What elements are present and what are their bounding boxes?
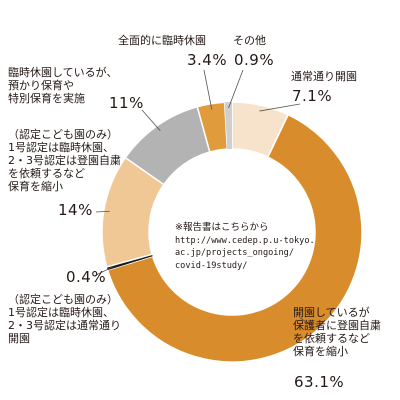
leader-zenmen — [203, 69, 213, 110]
label-azukari-line-2: 預かり保育や — [8, 79, 74, 92]
label-kodomo1-line-2: 1号認定は臨時休園、 — [8, 306, 114, 319]
pct-tsujo: 7.1% — [292, 87, 333, 105]
leader-kodomo1 — [93, 266, 114, 277]
slice-zenmen — [196, 101, 229, 153]
leader-sonota — [228, 69, 244, 109]
label-kodomo2-line-5: 保育を縮小 — [8, 180, 63, 193]
label-zenmen-line: 全面的に臨時休園 — [118, 34, 206, 47]
slice-kodomo1 — [106, 254, 153, 271]
label-kodomo2-line-1: （認定こども園のみ） — [8, 128, 118, 141]
leader-azukari — [141, 109, 161, 132]
label-shukusho-line-2: 保護者に登園自粛 — [293, 319, 381, 332]
label-kodomo2-line-4: を依頼するなど — [8, 167, 85, 180]
leader-kodomo2 — [95, 210, 110, 213]
label-sonota: その他 — [233, 34, 266, 47]
label-shukusho-line-3: を依頼するなど — [293, 332, 370, 345]
label-tsujo-line: 通常通り開園 — [291, 70, 357, 83]
label-zenmen: 全面的に臨時休園 — [118, 34, 206, 47]
report-url-line-3[interactable]: covid-19study/ — [175, 260, 248, 271]
label-kodomo1-line-3: 2・3号認定は通常通り — [8, 319, 121, 332]
label-kodomo2-line-2: 1号認定は臨時休園、 — [8, 141, 114, 154]
report-note: ※報告書はこちらから http://www.cedep.p.u-tokyo. a… — [175, 222, 315, 272]
slice-shukusho — [106, 113, 363, 363]
label-shukusho: 開園しているが 保護者に登園自粛 を依頼するなど 保育を縮小 — [293, 306, 381, 358]
pct-sonota: 0.9% — [234, 51, 275, 69]
label-kodomo2-line-3: 2・3号認定は登園自粛 — [8, 154, 121, 167]
report-url-line-2[interactable]: ac.jp/projects_ongoing/ — [175, 248, 294, 258]
label-azukari: 臨時休園しているが、 預かり保育や 特別保育を実施 — [8, 66, 117, 105]
label-shukusho-line-4: 保育を縮小 — [293, 345, 348, 358]
pct-shukusho: 63.1% — [294, 373, 345, 391]
pct-azukari: 11% — [109, 94, 144, 112]
leader-shukusho — [299, 317, 314, 327]
label-kodomo2: （認定こども園のみ） 1号認定は臨時休園、 2・3号認定は登園自粛 を依頼するな… — [8, 128, 121, 193]
leader-tsujo — [259, 103, 301, 112]
pct-kodomo2: 14% — [58, 201, 93, 219]
label-tsujo: 通常通り開園 — [291, 70, 357, 83]
label-kodomo1: （認定こども園のみ） 1号認定は臨時休園、 2・3号認定は通常通り 開園 — [8, 293, 121, 345]
slice-sonota — [224, 102, 232, 150]
report-note-heading: ※報告書はこちらから — [175, 222, 269, 233]
label-azukari-line-1: 臨時休園しているが、 — [8, 66, 118, 79]
donut-slices — [101, 101, 363, 363]
pct-zenmen: 3.4% — [187, 51, 228, 69]
label-shukusho-line-1: 開園しているが — [293, 306, 370, 319]
pct-kodomo1: 0.4% — [66, 268, 107, 286]
leader-lines — [93, 69, 314, 327]
report-url-line-1[interactable]: http://www.cedep.p.u-tokyo. — [175, 235, 315, 246]
label-azukari-line-3: 特別保育を実施 — [8, 92, 85, 105]
label-kodomo1-line-1: （認定こども園のみ） — [8, 293, 118, 306]
label-sonota-line: その他 — [233, 34, 266, 47]
label-kodomo1-line-4: 開園 — [8, 332, 30, 345]
